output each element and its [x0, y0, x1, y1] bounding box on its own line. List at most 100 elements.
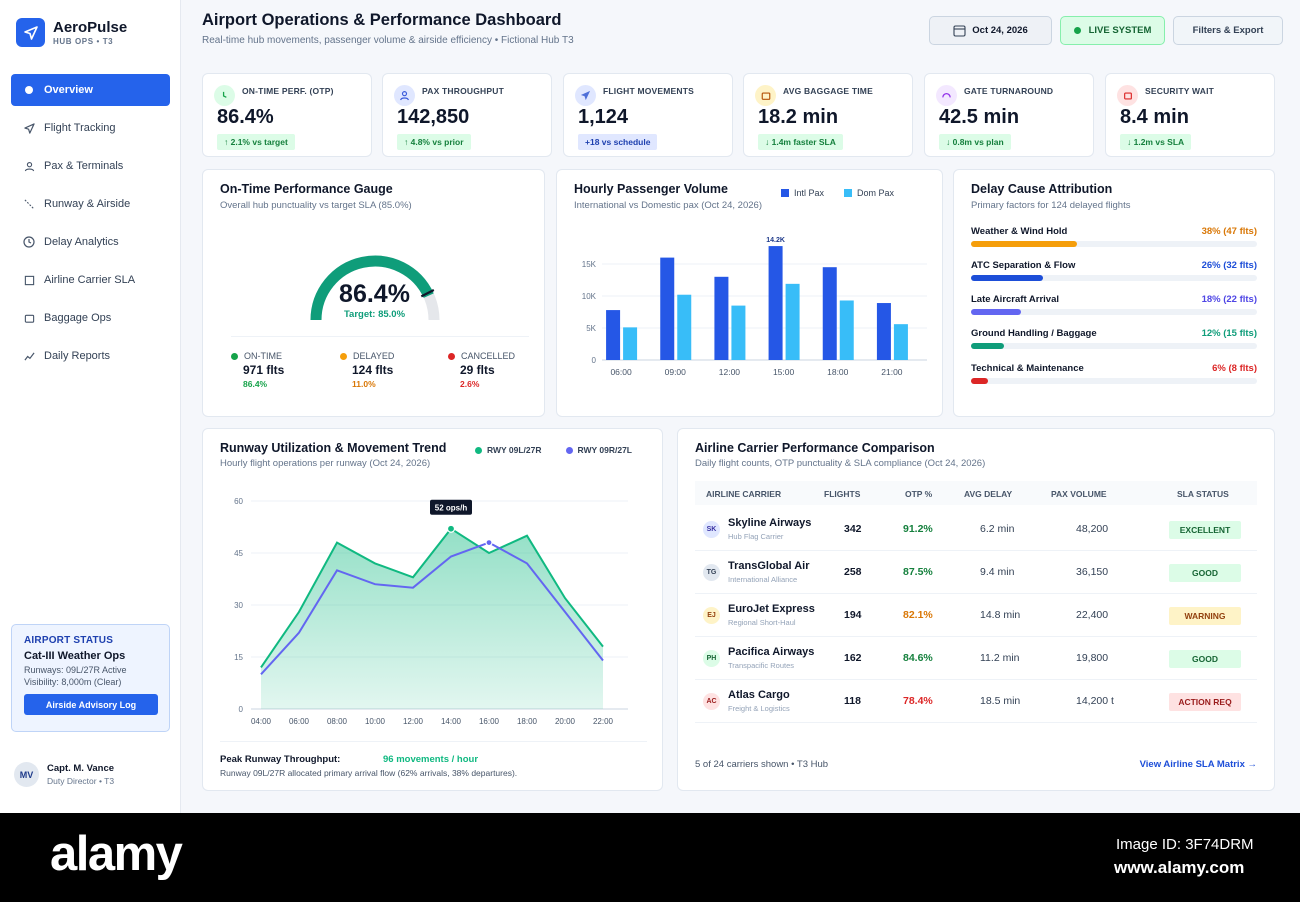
table-row[interactable]: SK Skyline Airways Hub Flag Carrier 342 … — [695, 508, 1257, 551]
airport-status-title: Cat-III Weather Ops — [24, 650, 126, 662]
legend-value: 124 flts — [352, 363, 394, 377]
clock-icon — [23, 236, 35, 248]
bar-dom[interactable] — [623, 327, 638, 360]
delay-name: Late Aircraft Arrival — [971, 294, 1059, 305]
column-header[interactable]: FLIGHTS — [824, 489, 861, 499]
delay-row[interactable]: Late Aircraft Arrival 18% (22 flts) — [971, 294, 1257, 315]
column-header[interactable]: SLA STATUS — [1177, 489, 1229, 499]
airport-status-visibility: Visibility: 8,000m (Clear) — [24, 677, 122, 687]
column-header[interactable]: PAX VOLUME — [1051, 489, 1107, 499]
bar-dom[interactable] — [731, 305, 746, 360]
bar-intl[interactable] — [606, 310, 621, 360]
series-line-rwy2[interactable] — [260, 541, 604, 675]
brand[interactable]: AeroPulse HUB OPS • T3 — [16, 18, 127, 47]
sidebar-item-runway-airside[interactable]: Runway & Airside — [11, 188, 170, 220]
delay-row[interactable]: Ground Handling / Baggage 12% (15 flts) — [971, 328, 1257, 349]
user-profile[interactable]: MV Capt. M. Vance Duty Director • T3 — [14, 762, 114, 787]
gauge-target: Target: 85.0% — [343, 309, 406, 320]
live-system-button[interactable]: LIVE SYSTEM — [1060, 16, 1165, 45]
watermark-url: www.alamy.com — [1114, 858, 1245, 877]
otp-gauge — [310, 255, 440, 321]
sidebar-item-delay-analytics[interactable]: Delay Analytics — [11, 226, 170, 258]
kpi-value: 142,850 — [397, 106, 470, 128]
delay-bar-fill — [971, 378, 988, 384]
airside-advisory-log-button[interactable]: Airside Advisory Log — [24, 694, 158, 715]
peak-value: 96 movements / hour — [383, 754, 479, 765]
delay-bar-track — [971, 378, 1257, 384]
carrier-name: Atlas Cargo — [728, 689, 790, 701]
legend-pct: 11.0% — [352, 379, 376, 389]
brand-name: AeroPulse — [53, 19, 128, 36]
bar-dom[interactable] — [839, 300, 854, 360]
arc-icon — [936, 85, 957, 106]
legend-pct: 2.6% — [460, 379, 480, 389]
delay-row[interactable]: Technical & Maintenance 6% (8 flts) — [971, 363, 1257, 384]
pax-cell: 36,150 — [1076, 566, 1109, 578]
airport-status-runways: Runways: 09L/27R Active — [24, 665, 127, 675]
delay-value: 18% (22 flts) — [1201, 294, 1257, 305]
kpi-card-turnaround[interactable]: GATE TURNAROUND 42.5 min ↓ 0.8m vs plan — [924, 73, 1094, 157]
carrier-name: Pacifica Airways — [728, 646, 815, 658]
rwy2-legend-dot — [565, 446, 573, 454]
delay-cell: 18.5 min — [980, 695, 1021, 707]
sidebar-item-label: Daily Reports — [44, 350, 111, 362]
x-tick-label: 09:00 — [665, 367, 687, 377]
table-row[interactable]: TG TransGlobal Air International Allianc… — [695, 551, 1257, 594]
card-subtitle: Overall hub punctuality vs target SLA (8… — [220, 200, 412, 211]
bar-dom[interactable] — [677, 294, 692, 360]
legend-pct: 86.4% — [243, 379, 268, 389]
kpi-card-pax[interactable]: PAX THROUGHPUT 142,850 ↑ 4.8% vs prior — [382, 73, 552, 157]
point-marker[interactable] — [485, 538, 493, 547]
tooltip-bubble — [430, 499, 472, 515]
sidebar-item-flight-tracking[interactable]: Flight Tracking — [11, 112, 170, 144]
column-header[interactable]: AVG DELAY — [964, 489, 1013, 499]
filters-export-button[interactable]: Filters & Export — [1173, 16, 1283, 45]
x-tick-label: 20:00 — [555, 717, 576, 726]
kpi-card-security[interactable]: SECURITY WAIT 8.4 min ↓ 1.2m vs SLA — [1105, 73, 1275, 157]
airport-status-heading: AIRPORT STATUS — [24, 635, 114, 646]
view-sla-matrix-link[interactable]: View Airline SLA Matrix → — [1139, 759, 1257, 770]
series-line-rwy1[interactable] — [260, 527, 604, 668]
kpi-label: PAX THROUGHPUT — [422, 86, 504, 96]
bar-intl[interactable] — [768, 246, 783, 360]
divider — [231, 336, 529, 337]
bar-intl[interactable] — [714, 276, 729, 360]
sidebar-item-airline-sla[interactable]: Airline Carrier SLA — [11, 264, 170, 296]
table-row[interactable]: EJ EuroJet Express Regional Short-Haul 1… — [695, 594, 1257, 637]
area-fill-rwy1 — [261, 528, 603, 709]
delay-row[interactable]: ATC Separation & Flow 26% (32 flts) — [971, 260, 1257, 281]
bar-dom[interactable] — [785, 283, 800, 360]
live-dot-icon — [1073, 27, 1081, 34]
delay-bar-fill — [971, 241, 1077, 247]
sidebar: AeroPulse HUB OPS • T3 Overview Flight T… — [0, 0, 181, 813]
table-row[interactable]: PH Pacifica Airways Transpacific Routes … — [695, 637, 1257, 680]
x-tick-label: 18:00 — [827, 367, 849, 377]
delay-row[interactable]: Weather & Wind Hold 38% (47 flts) — [971, 226, 1257, 247]
x-tick-label: 06:00 — [289, 717, 310, 726]
bar-dom[interactable] — [893, 324, 908, 360]
sidebar-item-pax-terminals[interactable]: Pax & Terminals — [11, 150, 170, 182]
delay-cell: 6.2 min — [980, 523, 1015, 535]
bar-intl[interactable] — [660, 257, 675, 360]
carrier-name: Skyline Airways — [728, 517, 812, 529]
kpi-card-baggage[interactable]: AVG BAGGAGE TIME 18.2 min ↓ 1.4m faster … — [743, 73, 913, 157]
rwy1-legend-dot — [475, 446, 482, 454]
bar-intl[interactable] — [876, 303, 891, 360]
column-header[interactable]: OTP % — [905, 489, 933, 499]
sidebar-item-daily-reports[interactable]: Daily Reports — [11, 340, 170, 372]
date-picker-button[interactable]: Oct 24, 2026 — [929, 16, 1052, 45]
kpi-card-movements[interactable]: FLIGHT MOVEMENTS 1,124 +18 vs schedule — [563, 73, 733, 157]
calendar-icon — [953, 24, 966, 37]
bar-intl[interactable] — [822, 267, 837, 360]
peak-point-marker[interactable] — [446, 524, 456, 533]
delay-bar-fill — [971, 343, 1005, 349]
delay-bar-fill — [971, 309, 1022, 315]
chart-legend: Intl Pax Dom Pax — [781, 188, 894, 198]
sidebar-item-baggage-ops[interactable]: Baggage Ops — [11, 302, 170, 334]
sidebar-item-overview[interactable]: Overview — [11, 74, 170, 106]
delay-cell: 14.8 min — [980, 609, 1021, 621]
kpi-card-otp[interactable]: ON-TIME PERF. (OTP) 86.4% ↑ 2.1% vs targ… — [202, 73, 372, 157]
column-header[interactable]: AIRLINE CARRIER — [706, 489, 782, 499]
gauge-target-marker — [420, 289, 435, 298]
table-row[interactable]: AC Atlas Cargo Freight & Logistics 118 7… — [695, 680, 1257, 723]
